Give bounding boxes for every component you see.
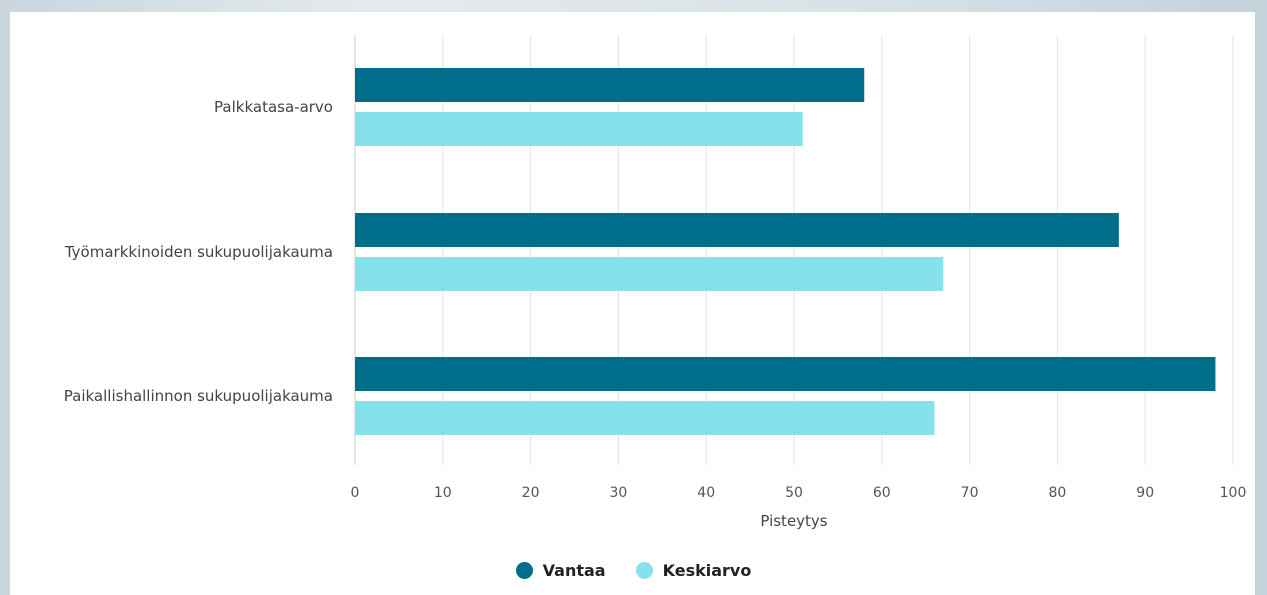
bar-keskiarvo-0[interactable] <box>355 112 803 146</box>
legend: Vantaa Keskiarvo <box>0 561 1267 580</box>
legend-marker-vantaa <box>515 562 533 579</box>
x-tick-label: 70 <box>961 485 979 501</box>
legend-item-vantaa[interactable]: Vantaa <box>515 561 606 580</box>
x-tick-label: 80 <box>1048 485 1066 501</box>
x-tick-label: 60 <box>873 485 891 501</box>
x-tick-label: 50 <box>785 485 803 501</box>
x-tick-label: 100 <box>1220 485 1247 501</box>
x-tick-label: 10 <box>434 485 452 501</box>
x-tick-label: 40 <box>697 485 715 501</box>
category-label: Työmarkkinoiden sukupuolijakauma <box>64 243 333 261</box>
x-tick-label: 0 <box>351 485 360 501</box>
bar-vantaa-2[interactable] <box>355 357 1216 391</box>
bar-vantaa-0[interactable] <box>355 68 865 102</box>
category-labels: Palkkatasa-arvo Työmarkkinoiden sukupuoli… <box>64 98 333 405</box>
x-tick-labels: 0 10 20 30 40 50 60 70 80 90 100 <box>351 485 1247 501</box>
gridlines <box>354 35 1234 465</box>
bars <box>355 68 1216 435</box>
category-label: Paikallishallinnon sukupuolijakauma <box>64 387 333 405</box>
x-axis-title: Pisteytys <box>760 512 827 530</box>
bar-keskiarvo-2[interactable] <box>355 401 935 435</box>
bar-vantaa-1[interactable] <box>355 213 1119 247</box>
category-label: Palkkatasa-arvo <box>214 98 333 116</box>
legend-item-keskiarvo[interactable]: Keskiarvo <box>635 561 752 580</box>
legend-marker-keskiarvo <box>635 562 653 579</box>
x-tick-label: 20 <box>522 485 540 501</box>
x-tick-label: 30 <box>609 485 627 501</box>
legend-label-vantaa: Vantaa <box>542 561 606 580</box>
bar-keskiarvo-1[interactable] <box>355 257 944 291</box>
x-tick-label: 90 <box>1136 485 1154 501</box>
legend-label-keskiarvo: Keskiarvo <box>662 561 752 580</box>
chart-card <box>10 12 1255 595</box>
